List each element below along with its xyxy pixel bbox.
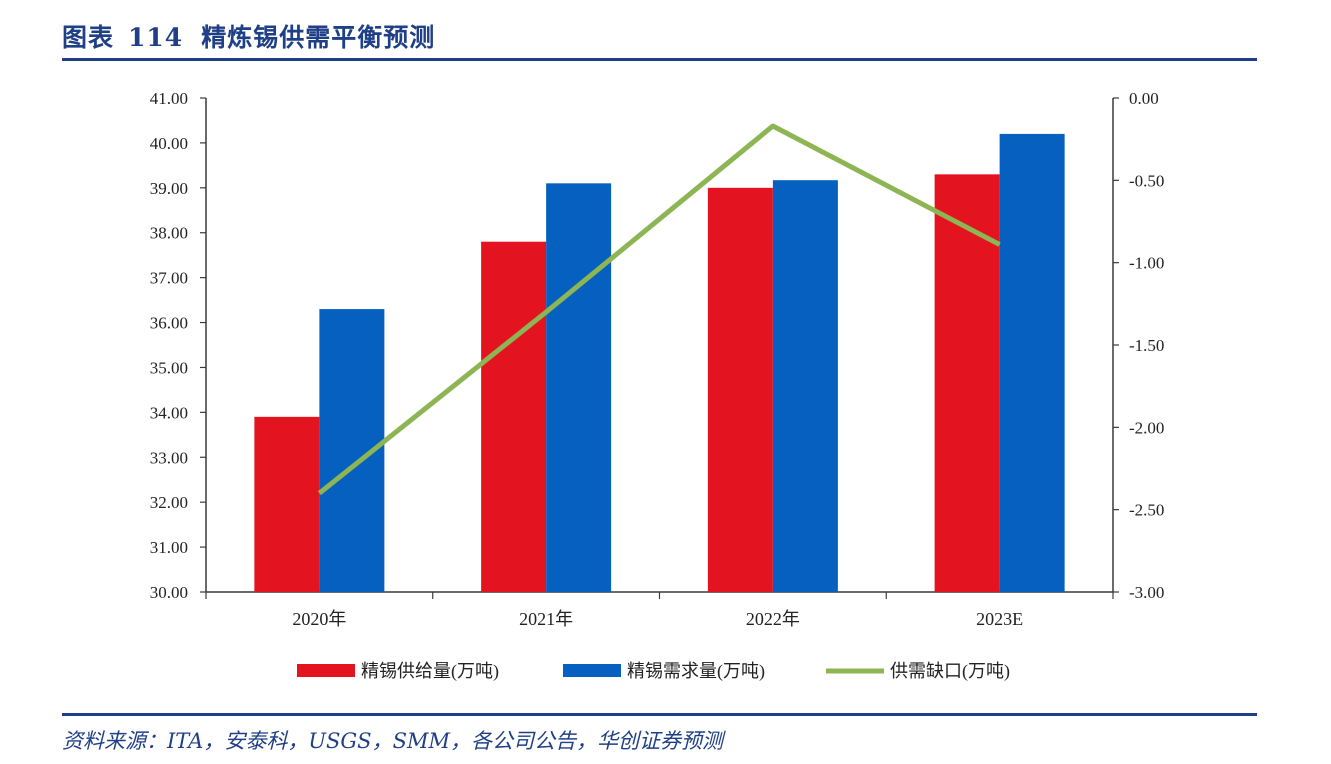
bar-supply — [707, 187, 773, 592]
y-right-tick-label: 0.00 — [1129, 89, 1159, 108]
y-left-tick-label: 32.00 — [150, 493, 188, 512]
bars-group — [254, 133, 1065, 592]
y-right-tick-label: -0.50 — [1129, 171, 1164, 190]
y-right-tick-label: -1.50 — [1129, 336, 1164, 355]
x-tick-label: 2020年 — [292, 609, 346, 629]
labels-group: 30.00 31.00 32.00 33.00 34.00 35.00 36.00 37.00… — [150, 89, 1165, 629]
bar-supply — [254, 416, 320, 592]
y-left-tick-label: 41.00 — [150, 89, 188, 108]
title-divider — [62, 58, 1257, 61]
y-left-tick-label: 34.00 — [150, 403, 188, 422]
legend-swatch-demand — [563, 664, 621, 677]
y-left-tick-label: 31.00 — [150, 538, 188, 557]
y-right-tick-label: -1.00 — [1129, 254, 1164, 273]
legend-label-supply: 精锡供给量(万吨) — [361, 661, 499, 682]
bar-demand — [999, 133, 1065, 592]
bar-supply — [934, 174, 1000, 592]
line-group — [317, 123, 1001, 496]
bar-supply — [481, 241, 547, 592]
y-left-tick-label: 40.00 — [150, 134, 188, 153]
series-line-gap — [317, 123, 1001, 496]
legend-label-demand: 精锡需求量(万吨) — [627, 661, 765, 682]
title-label: 图表 — [62, 23, 115, 52]
legend-label-gap: 供需缺口(万吨) — [890, 661, 1010, 682]
y-left-tick-label: 39.00 — [150, 179, 188, 198]
y-left-tick-label: 38.00 — [150, 224, 188, 243]
y-left-tick-label: 33.00 — [150, 448, 188, 467]
x-tick-label: 2022年 — [746, 609, 800, 629]
x-tick-label: 2023E — [976, 609, 1023, 629]
y-right-tick-label: -2.00 — [1129, 418, 1164, 437]
y-left-tick-label: 37.00 — [150, 269, 188, 288]
legend-swatch-supply — [297, 664, 355, 677]
y-left-tick-label: 30.00 — [150, 583, 188, 602]
y-right-tick-label: -3.00 — [1129, 583, 1164, 602]
bar-demand — [546, 183, 612, 592]
y-right-tick-label: -2.50 — [1129, 501, 1164, 520]
bar-demand — [772, 180, 838, 592]
source-divider — [62, 713, 1257, 716]
title-number: 114 — [128, 23, 184, 52]
title-text: 精炼锡供需平衡预测 — [201, 23, 436, 52]
y-left-tick-label: 35.00 — [150, 358, 188, 377]
y-left-tick-label: 36.00 — [150, 314, 188, 333]
legend: 精锡供给量(万吨) 精锡需求量(万吨) 供需缺口(万吨) — [297, 661, 1010, 682]
source-note: 资料来源：ITA，安泰科，USGS，SMM，各公司公告，华创证券预测 — [62, 729, 723, 753]
x-tick-label: 2021年 — [519, 609, 573, 629]
chart-title: 图表 114 精炼锡供需平衡预测 — [62, 18, 435, 54]
chart-area: 30.00 31.00 32.00 33.00 34.00 35.00 36.00 37.00… — [150, 89, 1165, 682]
